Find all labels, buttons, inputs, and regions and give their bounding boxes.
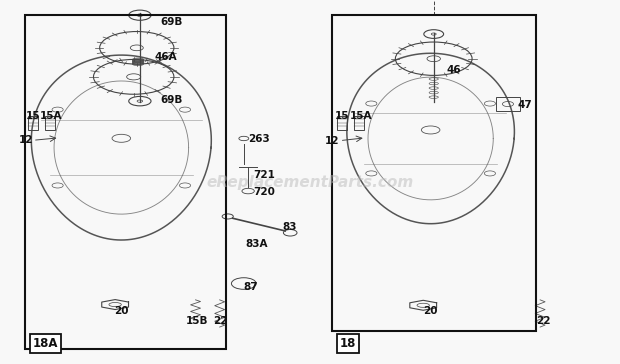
Text: 15A: 15A (350, 111, 372, 120)
Bar (45, 116, 55, 130)
Text: 83: 83 (282, 222, 296, 232)
Text: 15A: 15A (40, 111, 63, 120)
Bar (337, 116, 347, 130)
Text: 69B: 69B (161, 17, 183, 27)
Text: 69B: 69B (161, 95, 183, 106)
Bar (25, 15, 226, 349)
Text: 15B: 15B (185, 316, 208, 325)
Text: 18: 18 (340, 337, 356, 350)
Text: eReplacementParts.com: eReplacementParts.com (206, 174, 414, 190)
Bar (354, 116, 364, 130)
Text: 83A: 83A (245, 239, 268, 249)
Text: 87: 87 (244, 282, 259, 292)
Text: 18A: 18A (33, 337, 58, 350)
Text: 12: 12 (326, 136, 340, 146)
Text: 22: 22 (536, 316, 551, 325)
Text: 22: 22 (213, 316, 228, 325)
Text: 20: 20 (114, 306, 128, 316)
Text: 46: 46 (446, 64, 461, 75)
Text: 46A: 46A (154, 52, 177, 62)
Text: 721: 721 (253, 170, 275, 180)
Text: 15: 15 (335, 111, 350, 120)
Bar (495, 97, 520, 111)
Text: 263: 263 (248, 134, 270, 144)
Text: 20: 20 (423, 306, 438, 316)
Text: 12: 12 (19, 135, 33, 145)
Text: 15: 15 (25, 111, 40, 120)
Bar (332, 15, 536, 331)
Bar (28, 116, 38, 130)
Text: 47: 47 (517, 100, 532, 110)
Text: 720: 720 (253, 187, 275, 197)
